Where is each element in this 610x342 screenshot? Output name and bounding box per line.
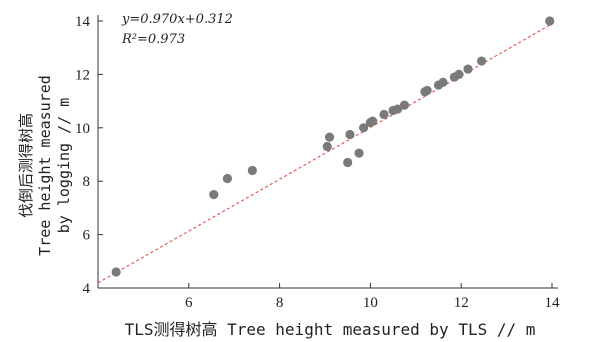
- data-point: [222, 173, 232, 184]
- y-tick-label: 10: [75, 121, 90, 137]
- data-point: [477, 56, 487, 66]
- data-point: [247, 165, 257, 176]
- y-tick-label: 4: [83, 281, 91, 297]
- data-point: [358, 123, 369, 133]
- x-tick-label: 6: [185, 295, 193, 311]
- data-point: [111, 267, 121, 277]
- y-tick-label: 8: [83, 174, 91, 190]
- r-squared-label: R²=0.973: [122, 32, 186, 47]
- y-axis-label-line-3: by logging // m: [54, 97, 73, 233]
- data-point: [393, 104, 403, 114]
- x-tick-label: 8: [276, 295, 284, 311]
- x-tick-label: 12: [454, 295, 469, 311]
- y-axis-label-line-1: 伐倒后测得树高: [16, 112, 35, 218]
- data-point: [343, 157, 353, 168]
- data-point: [324, 132, 335, 142]
- data-point: [422, 85, 432, 96]
- data-point: [545, 16, 555, 26]
- data-point: [368, 116, 378, 126]
- data-point: [399, 100, 410, 110]
- regression-fit-line: [97, 23, 553, 284]
- regression-annotation: y=0.970x+0.312 R²=0.973: [122, 10, 233, 50]
- y-axis-label: 伐倒后测得树高 Tree height measured by logging …: [5, 35, 85, 295]
- y-axis-label-line-2: Tree height measured: [35, 74, 54, 256]
- data-point: [454, 69, 464, 79]
- x-tick-label: 10: [363, 295, 378, 311]
- data-point: [209, 189, 219, 200]
- data-point: [354, 148, 364, 158]
- data-point: [463, 64, 473, 74]
- y-tick-label: 14: [75, 14, 91, 30]
- data-point: [345, 129, 355, 140]
- data-point: [379, 109, 389, 120]
- x-axis-label: TLS测得树高 Tree height measured by TLS // m: [124, 320, 536, 339]
- data-point: [322, 141, 332, 152]
- y-tick-label: 6: [83, 228, 91, 244]
- x-tick-label: 14: [545, 295, 561, 311]
- regression-equation: y=0.970x+0.312: [122, 12, 233, 27]
- data-point: [438, 77, 448, 88]
- y-tick-label: 12: [75, 67, 90, 83]
